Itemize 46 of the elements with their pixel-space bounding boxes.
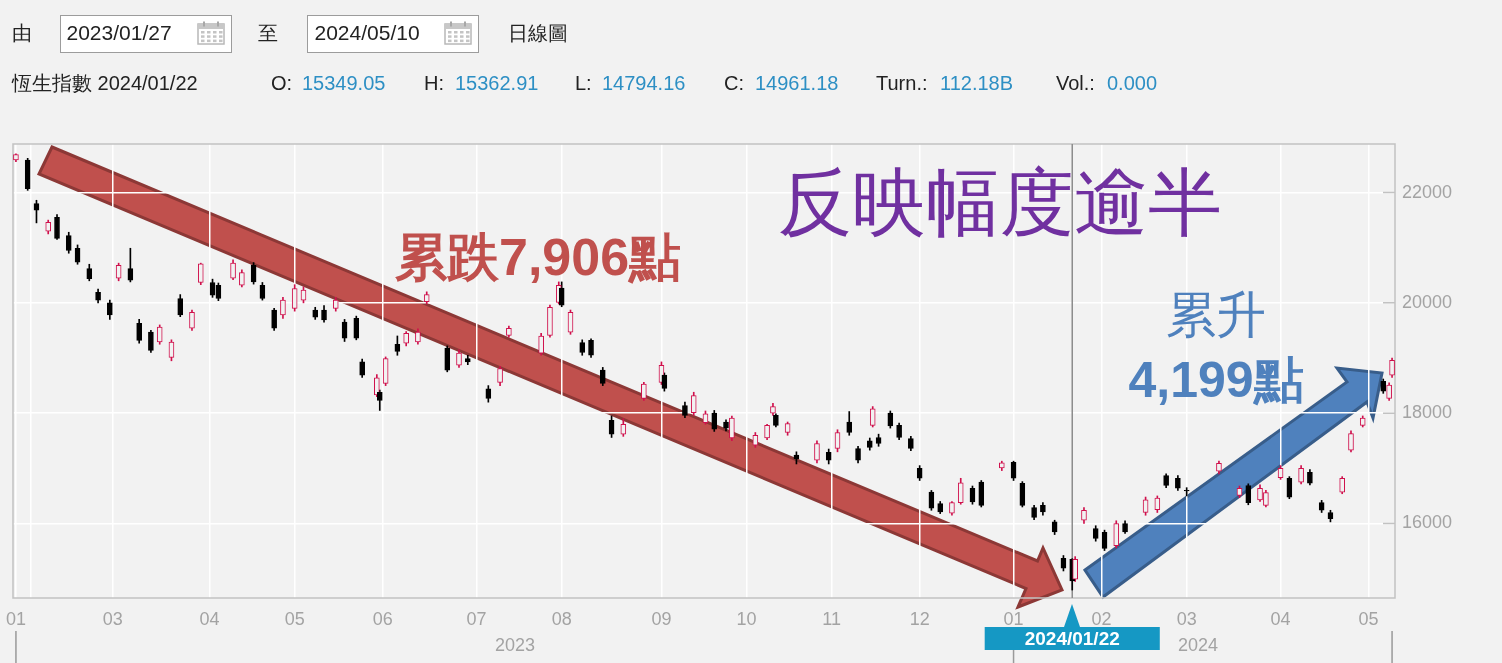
x-tick-label: 07 <box>466 608 487 629</box>
text: 112.18B <box>940 71 1014 95</box>
text: C: <box>724 71 744 95</box>
text: 日線圖 <box>508 21 568 45</box>
text: 15362.91 <box>455 71 539 95</box>
text: 2024 <box>1177 634 1219 656</box>
candlestick <box>1183 487 1190 497</box>
x-tick-label: 02 <box>1091 608 1112 629</box>
x-tick-label: 09 <box>651 608 672 629</box>
date-field: 2023/01/27 <box>60 15 232 53</box>
x-tick-label: 12 <box>909 608 930 629</box>
x-tick-label: 11 <box>822 608 841 629</box>
text: 0.000 <box>1107 71 1158 95</box>
x-tick-label: 03 <box>1176 608 1197 629</box>
annotation: 反映幅度逾半 <box>778 159 1222 246</box>
text: O: <box>271 71 293 95</box>
annotation: 累跌7,906點 <box>395 228 682 288</box>
text: H: <box>424 71 444 95</box>
x-tick-label: 03 <box>102 608 123 629</box>
x-tick-label: 05 <box>284 608 305 629</box>
y-tick-label: 18000 <box>1402 402 1453 423</box>
x-tick-label: 08 <box>551 608 572 629</box>
x-tick-label: 01 <box>5 608 26 629</box>
text: 恆生指數 2024/01/22 <box>12 71 198 95</box>
x-tick-label: 01 <box>1003 608 1024 629</box>
ref-line-label: 2024/01/22 <box>1024 627 1120 649</box>
x-tick-label: 06 <box>372 608 393 629</box>
x-tick-label: 04 <box>199 608 220 629</box>
text: 由 <box>12 21 32 45</box>
text: L: <box>575 71 592 95</box>
text: Vol.: <box>1056 71 1095 95</box>
annotation: 4,199點 <box>1128 352 1304 410</box>
text: 14961.18 <box>755 71 839 95</box>
annotation: 累升 <box>1166 287 1266 345</box>
y-tick-label: 16000 <box>1402 512 1453 533</box>
text: 至 <box>258 21 278 45</box>
x-tick-label: 04 <box>1270 608 1291 629</box>
y-tick-label: 22000 <box>1402 181 1453 202</box>
date-field: 2024/05/10 <box>307 15 479 53</box>
text: 2023 <box>494 634 536 656</box>
text: 14794.16 <box>602 71 686 95</box>
text: 15349.05 <box>302 71 386 95</box>
x-tick-label: 05 <box>1358 608 1379 629</box>
x-tick-label: 10 <box>736 608 757 629</box>
y-tick-label: 20000 <box>1402 291 1453 312</box>
text: Turn.: <box>876 71 928 95</box>
